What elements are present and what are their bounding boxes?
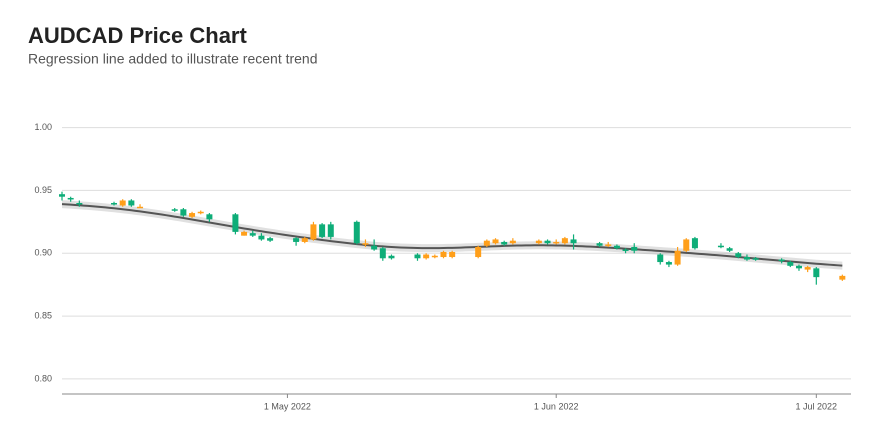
chart-subtitle: Regression line added to illustrate rece… — [28, 51, 318, 67]
candle-body — [371, 245, 378, 250]
candle-body — [362, 243, 369, 245]
candle-body — [691, 238, 698, 249]
x-tick-label: 1 May 2022 — [264, 401, 311, 411]
candle-body — [622, 249, 629, 251]
candle-body — [76, 202, 83, 205]
candle-body — [431, 255, 438, 258]
candle-body — [59, 194, 65, 197]
candle-body — [310, 224, 317, 240]
candle-body — [206, 214, 213, 220]
candle-body — [631, 246, 638, 251]
candle-body — [683, 239, 690, 251]
trend-band — [62, 200, 843, 270]
candle-body — [501, 241, 508, 245]
candle-body — [735, 253, 742, 258]
candle-body — [717, 245, 724, 248]
x-tick-label: 1 Jul 2022 — [796, 401, 838, 411]
candle-body — [726, 248, 733, 251]
candle-body — [232, 214, 239, 232]
candle-body — [596, 243, 603, 246]
candle-body — [561, 238, 568, 244]
candle-body — [414, 254, 421, 259]
candle-body — [475, 246, 482, 258]
candle-body — [327, 224, 334, 237]
x-tick-label: 1 Jun 2022 — [534, 401, 579, 411]
candle-body — [241, 231, 248, 236]
candle-body — [613, 245, 620, 249]
candle-body — [128, 200, 135, 206]
candle-body — [353, 221, 360, 244]
candle-body — [483, 240, 490, 246]
candle-body — [440, 252, 447, 258]
candle-body — [509, 240, 516, 244]
candle-body — [137, 206, 144, 209]
candle-body — [570, 239, 577, 244]
candle-body — [119, 200, 126, 206]
y-tick-label: 0.85 — [34, 310, 52, 320]
candle-body — [743, 257, 750, 260]
y-tick-label: 0.90 — [34, 248, 52, 258]
candle-body — [804, 267, 811, 270]
y-tick-label: 1.00 — [34, 122, 52, 132]
candle-body — [111, 202, 118, 205]
candle-body — [301, 238, 308, 242]
y-tick-label: 0.95 — [34, 185, 52, 195]
candle-body — [535, 240, 542, 244]
candle-body — [171, 209, 178, 211]
candle-body — [180, 209, 187, 216]
candle-body — [492, 239, 499, 244]
candle-body — [752, 258, 759, 260]
candle-body — [258, 235, 265, 240]
candle-body — [249, 233, 256, 236]
candle-body — [839, 275, 846, 280]
candle-body — [319, 224, 326, 237]
trend-line — [61, 203, 843, 267]
candle-body — [379, 248, 386, 259]
candle-body — [449, 252, 456, 258]
candle-body — [423, 254, 430, 259]
candle-body — [787, 262, 794, 266]
candle-body — [553, 241, 560, 244]
candle-body — [544, 240, 551, 244]
candle-body — [293, 238, 300, 242]
y-tick-label: 0.80 — [34, 373, 52, 383]
candle-body — [657, 254, 664, 263]
candle-body — [605, 244, 612, 246]
candle-body — [197, 211, 204, 214]
candle-body — [665, 262, 672, 265]
candle-body — [388, 255, 395, 259]
chart-title: AUDCAD Price Chart — [28, 23, 247, 48]
candle-body — [674, 250, 681, 265]
candle-body — [813, 268, 820, 278]
candle-body — [67, 197, 74, 200]
candle-body — [267, 238, 274, 241]
candle-body — [189, 213, 196, 217]
candle-body — [795, 265, 802, 269]
candle-body — [778, 259, 785, 262]
